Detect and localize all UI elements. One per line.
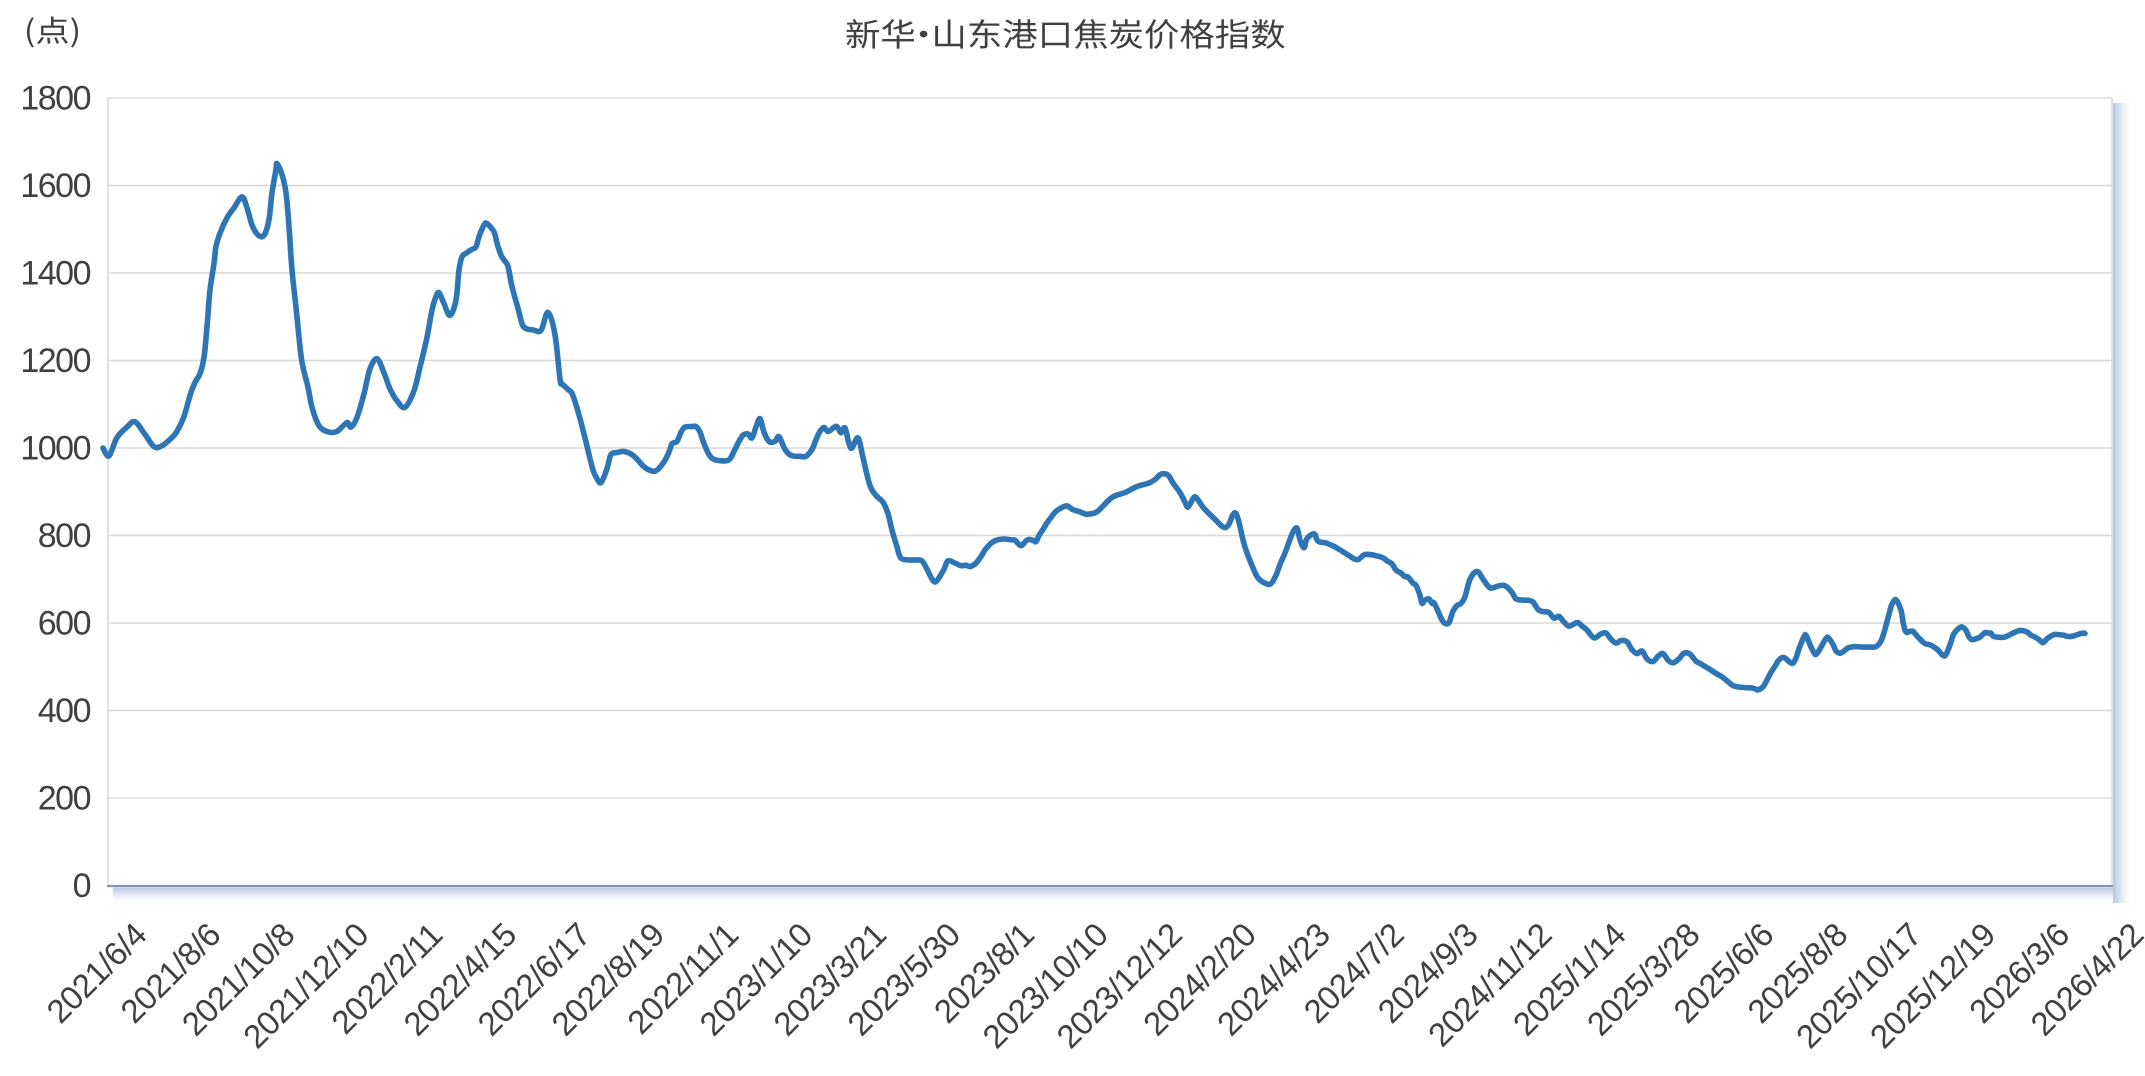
svg-text:1400: 1400 [20, 255, 90, 293]
svg-text:0: 0 [73, 867, 91, 905]
svg-text:800: 800 [38, 517, 91, 555]
svg-text:400: 400 [38, 692, 91, 730]
svg-text:1800: 1800 [20, 80, 90, 118]
svg-text:1000: 1000 [20, 430, 90, 468]
svg-text:600: 600 [38, 605, 91, 643]
svg-text:200: 200 [38, 780, 91, 818]
svg-text:1200: 1200 [20, 342, 90, 380]
svg-text:1600: 1600 [20, 167, 90, 205]
